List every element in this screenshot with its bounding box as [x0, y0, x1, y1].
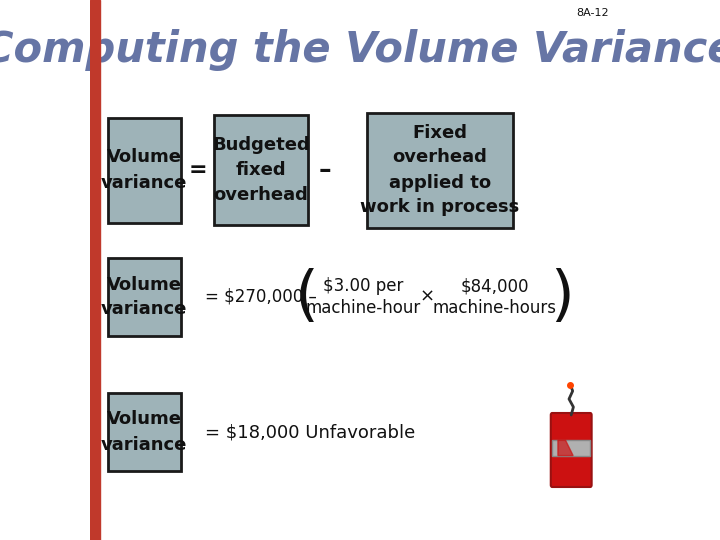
Text: Computing the Volume Variance: Computing the Volume Variance: [0, 29, 720, 71]
Text: =: =: [188, 160, 207, 180]
FancyBboxPatch shape: [108, 393, 181, 471]
Text: Volume
variance: Volume variance: [101, 410, 187, 454]
Text: machine-hours: machine-hours: [433, 299, 557, 317]
Text: Volume
variance: Volume variance: [101, 148, 187, 192]
Text: (: (: [295, 267, 319, 327]
FancyBboxPatch shape: [108, 258, 181, 336]
Text: $84,000: $84,000: [460, 277, 528, 295]
Bar: [89, 0, 99, 540]
Text: Budgeted
fixed
overhead: Budgeted fixed overhead: [212, 136, 310, 204]
Text: machine-hour: machine-hour: [305, 299, 420, 317]
FancyBboxPatch shape: [214, 115, 308, 225]
Text: ): ): [551, 267, 575, 327]
Text: Volume
variance: Volume variance: [101, 275, 187, 319]
Text: –: –: [318, 158, 330, 182]
Polygon shape: [558, 440, 573, 456]
FancyBboxPatch shape: [551, 413, 592, 487]
Text: $3.00 per: $3.00 per: [323, 277, 403, 295]
Text: Fixed
overhead
applied to
work in process: Fixed overhead applied to work in proces…: [360, 124, 519, 217]
Text: = $270,000 –: = $270,000 –: [204, 288, 317, 306]
FancyBboxPatch shape: [108, 118, 181, 222]
Text: 8A-12: 8A-12: [577, 8, 609, 18]
FancyBboxPatch shape: [367, 112, 513, 227]
Text: ×: ×: [419, 288, 434, 306]
Text: = $18,000 Unfavorable: = $18,000 Unfavorable: [204, 423, 415, 441]
Bar: [552, 440, 590, 456]
